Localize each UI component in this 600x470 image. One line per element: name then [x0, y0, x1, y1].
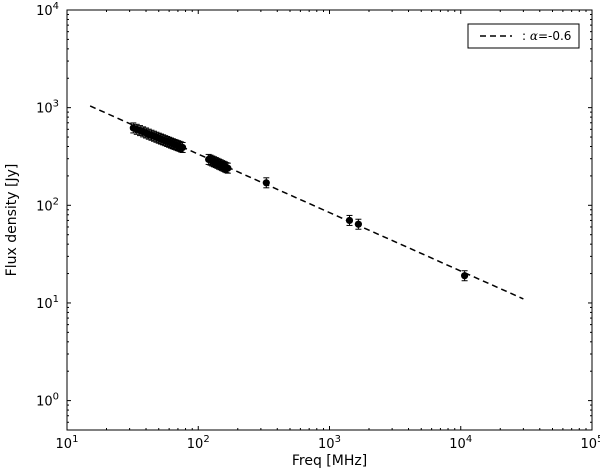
legend-label-value: =-0.6	[538, 29, 571, 43]
y-tick-label: 103	[36, 99, 59, 117]
x-tick-label: 103	[318, 434, 341, 452]
data-marker	[224, 164, 232, 172]
data-point	[179, 141, 187, 153]
data-point	[262, 177, 270, 189]
legend-box	[467, 23, 580, 49]
x-tick-label: 101	[56, 434, 79, 452]
data-points	[129, 122, 469, 282]
legend-label-symbol: α	[530, 29, 538, 43]
data-point	[345, 214, 354, 226]
fit-line	[89, 105, 524, 300]
y-tick-label: 104	[36, 1, 59, 19]
data-marker	[179, 143, 187, 152]
x-axis-ticks: 101 102 103 104 105	[56, 10, 600, 452]
plot-area: 101 102 103 104 105 100 101 102 103 104	[36, 1, 600, 452]
fit-line-group	[89, 105, 524, 300]
y-axis-ticks: 100 101 102 103 104	[36, 1, 592, 423]
data-point	[461, 270, 469, 282]
x-tick-label: 105	[581, 434, 600, 452]
plot-frame	[66, 9, 593, 431]
data-point	[224, 162, 232, 174]
data-point	[354, 218, 362, 230]
data-marker	[262, 179, 270, 187]
x-tick-label: 102	[187, 434, 210, 452]
data-marker	[354, 220, 362, 228]
legend-label: : α=-0.6	[522, 29, 571, 43]
y-tick-label: 101	[36, 294, 59, 312]
y-tick-label: 102	[36, 196, 59, 214]
data-marker	[345, 216, 354, 225]
x-tick-label: 104	[449, 434, 472, 452]
legend: : α=-0.6	[467, 23, 580, 49]
data-marker	[461, 272, 469, 280]
y-tick-label: 100	[36, 392, 59, 410]
legend-label-prefix: :	[522, 29, 530, 43]
x-axis-label: Freq [MHz]	[292, 453, 367, 469]
y-axis-label: Flux density [Jy]	[4, 164, 20, 277]
